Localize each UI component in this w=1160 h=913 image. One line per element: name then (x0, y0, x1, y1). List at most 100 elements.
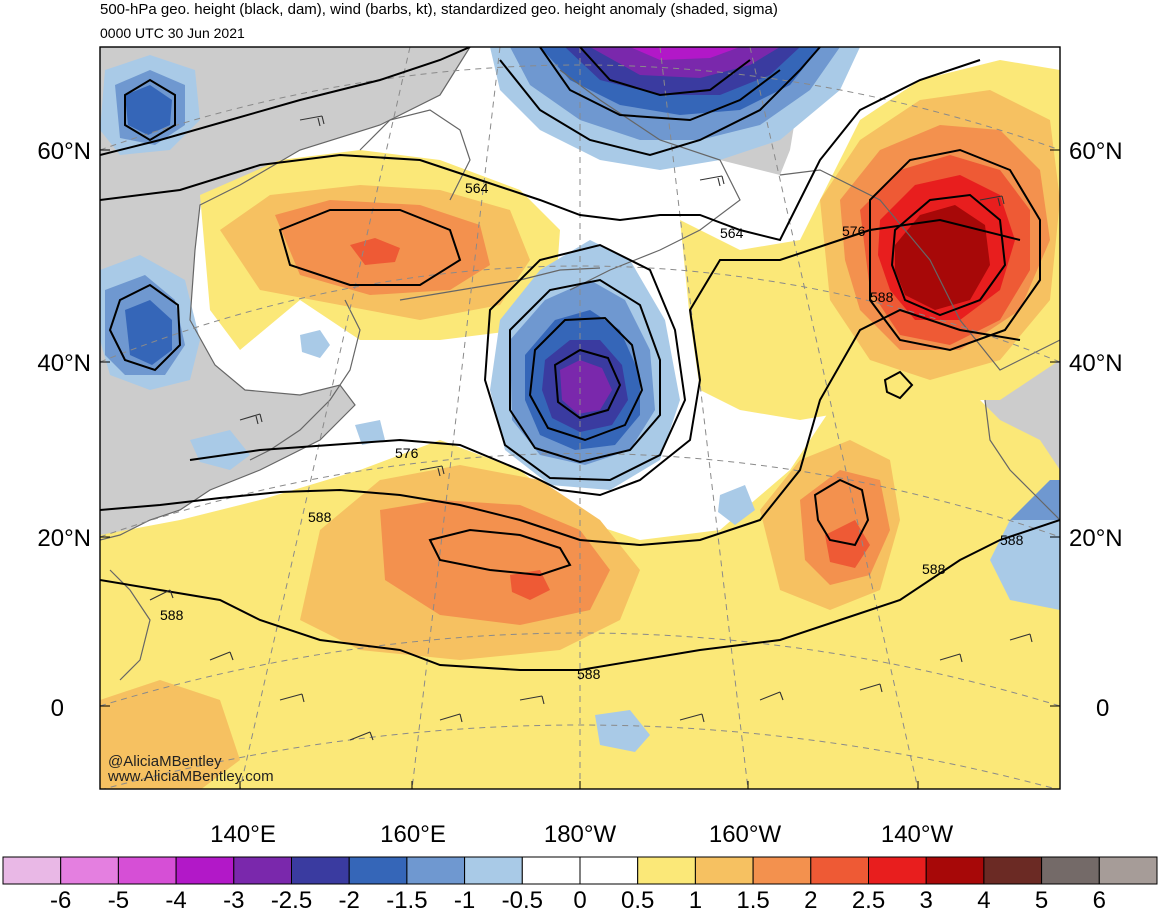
anomaly-lblue-sea-of-japan (300, 330, 330, 358)
contour-label: 564 (720, 225, 744, 241)
valid-time: 0000 UTC 30 Jun 2021 (100, 25, 245, 41)
wind-barb (519, 695, 545, 705)
colorbar-label: -6 (50, 887, 71, 913)
anomaly-mblue-siberia-south (125, 300, 172, 365)
lat-label-right: 60°N (1069, 138, 1123, 165)
contour-high-kamchatka (278, 209, 462, 286)
credit-site: www.AliciaMBentley.com (107, 768, 274, 785)
lat-label-left: 20°N (37, 525, 91, 552)
coast-alaska (559, 69, 741, 291)
colorbar-swatch (752, 856, 812, 885)
colorbar-label: 3 (920, 887, 933, 913)
wind-barb (299, 115, 325, 127)
wind-barb (859, 683, 883, 693)
colorbar-swatch (637, 856, 696, 885)
contour-cutoff-outer (483, 243, 687, 482)
graticule-lon-160e (411, 47, 501, 789)
colorbar-label: -1.5 (386, 887, 427, 913)
wind-barbs (149, 115, 1033, 741)
lon-label: 160°W (709, 821, 782, 848)
land-asia (100, 47, 470, 540)
coast-na (779, 169, 1060, 371)
map-field: 564 564 576 576 588 588 588 588 588 588 … (100, 47, 1060, 789)
contour-564-north (100, 59, 981, 242)
contour-label: 576 (842, 223, 866, 239)
anomaly-purple-cutoff (560, 360, 612, 414)
colorbar-label: -0.5 (502, 887, 543, 913)
colorbar-label: -2.5 (271, 887, 312, 913)
contour-low-siberia-south (108, 283, 182, 372)
colorbar-labels: -6 -5 -4 -3 -2.5 -2 -1.5 -1 -0.5 0 0.5 1 1.5 2 2.5 3 4 5 6 (50, 887, 1106, 913)
colorbar-label: -3 (223, 887, 244, 913)
colorbar-swatch (579, 856, 639, 885)
contour-arctic-2 (499, 47, 821, 157)
colorbar-label: -2 (339, 887, 360, 913)
colorbar-swatch (810, 856, 869, 885)
colorbar-label: 6 (1093, 887, 1106, 913)
anomaly-darkred-gulf (895, 205, 990, 310)
anomaly-lblue-north-pacific (355, 420, 385, 445)
contour-labels: 564 564 576 576 588 588 588 588 588 588 (160, 180, 1024, 682)
contour-cutoff-inner (528, 316, 644, 442)
lat-label-left: 60°N (37, 138, 91, 165)
colorbar: -6 -5 -4 -3 -2.5 -2 -1.5 -1 -0.5 0 0.5 1 1.5 2 2.5 3 4 5 6 (2, 856, 1158, 913)
lat-label-right: 40°N (1069, 350, 1123, 377)
contour-ridge-gulf-outer (869, 148, 1041, 352)
colorbar-swatch (694, 856, 754, 885)
graticule-lat-60 (100, 64, 1060, 151)
colorbar-label: -4 (165, 887, 186, 913)
anomaly-lblue-equator (595, 710, 650, 752)
lat-label-left: 0 (51, 695, 64, 722)
graticule-lon-160w (659, 47, 749, 789)
contour-high-tropics (428, 528, 572, 577)
graticule (100, 47, 1060, 789)
colorbar-label: 0.5 (621, 887, 654, 913)
wind-barb (939, 653, 963, 663)
lon-label: 140°W (881, 821, 954, 848)
frame-ticks (100, 149, 1060, 789)
colorbar-boxes (2, 856, 1158, 885)
colorbar-swatch (233, 856, 293, 885)
wind-barb (679, 713, 705, 723)
colorbar-swatch (1098, 856, 1158, 885)
colorbar-swatch (291, 856, 350, 885)
contour-label: 576 (395, 445, 419, 461)
wind-barb (1009, 633, 1033, 643)
lat-label-right: 20°N (1069, 525, 1123, 552)
wind-barb (699, 175, 725, 187)
colorbar-swatch (868, 856, 927, 885)
contour-high-hawaii (813, 478, 870, 547)
colorbar-swatch (1041, 856, 1100, 885)
contour-cutoff-mid (509, 278, 661, 464)
colorbar-label: 1.5 (736, 887, 769, 913)
anomaly-lorange-southwest (100, 680, 240, 789)
anomaly-purple-arctic (590, 47, 780, 78)
lon-label: 140°E (210, 821, 276, 848)
contour-arctic-1 (100, 47, 471, 156)
colorbar-swatch (521, 856, 581, 885)
colorbar-label: -5 (108, 887, 129, 913)
contour-label: 588 (870, 289, 894, 305)
lat-label-left: 40°N (37, 350, 91, 377)
colorbar-label: 5 (1035, 887, 1048, 913)
colorbar-label: 2.5 (852, 887, 885, 913)
colorbar-swatch (117, 856, 177, 885)
colorbar-swatch (348, 856, 408, 885)
contour-arctic-3 (539, 47, 781, 122)
wind-barb (239, 413, 263, 425)
lat-label-right: 0 (1096, 695, 1109, 722)
colorbar-label: 2 (804, 887, 817, 913)
coast-kamchatka (359, 109, 471, 201)
contour-ridge-gulf-inner (890, 193, 1007, 317)
contour-label: 588 (1000, 532, 1024, 548)
wind-barb (209, 651, 234, 661)
contour-low-siberia-north (124, 78, 176, 142)
anomaly-lblue-east-china (190, 430, 250, 470)
lon-label: 180°W (544, 821, 617, 848)
contour-588-subtrop (100, 308, 1021, 547)
colorbar-swatch (60, 856, 119, 885)
lon-label: 160°E (380, 821, 446, 848)
graticule-lat-40 (100, 265, 1060, 363)
contour-576-mid (189, 218, 1021, 497)
